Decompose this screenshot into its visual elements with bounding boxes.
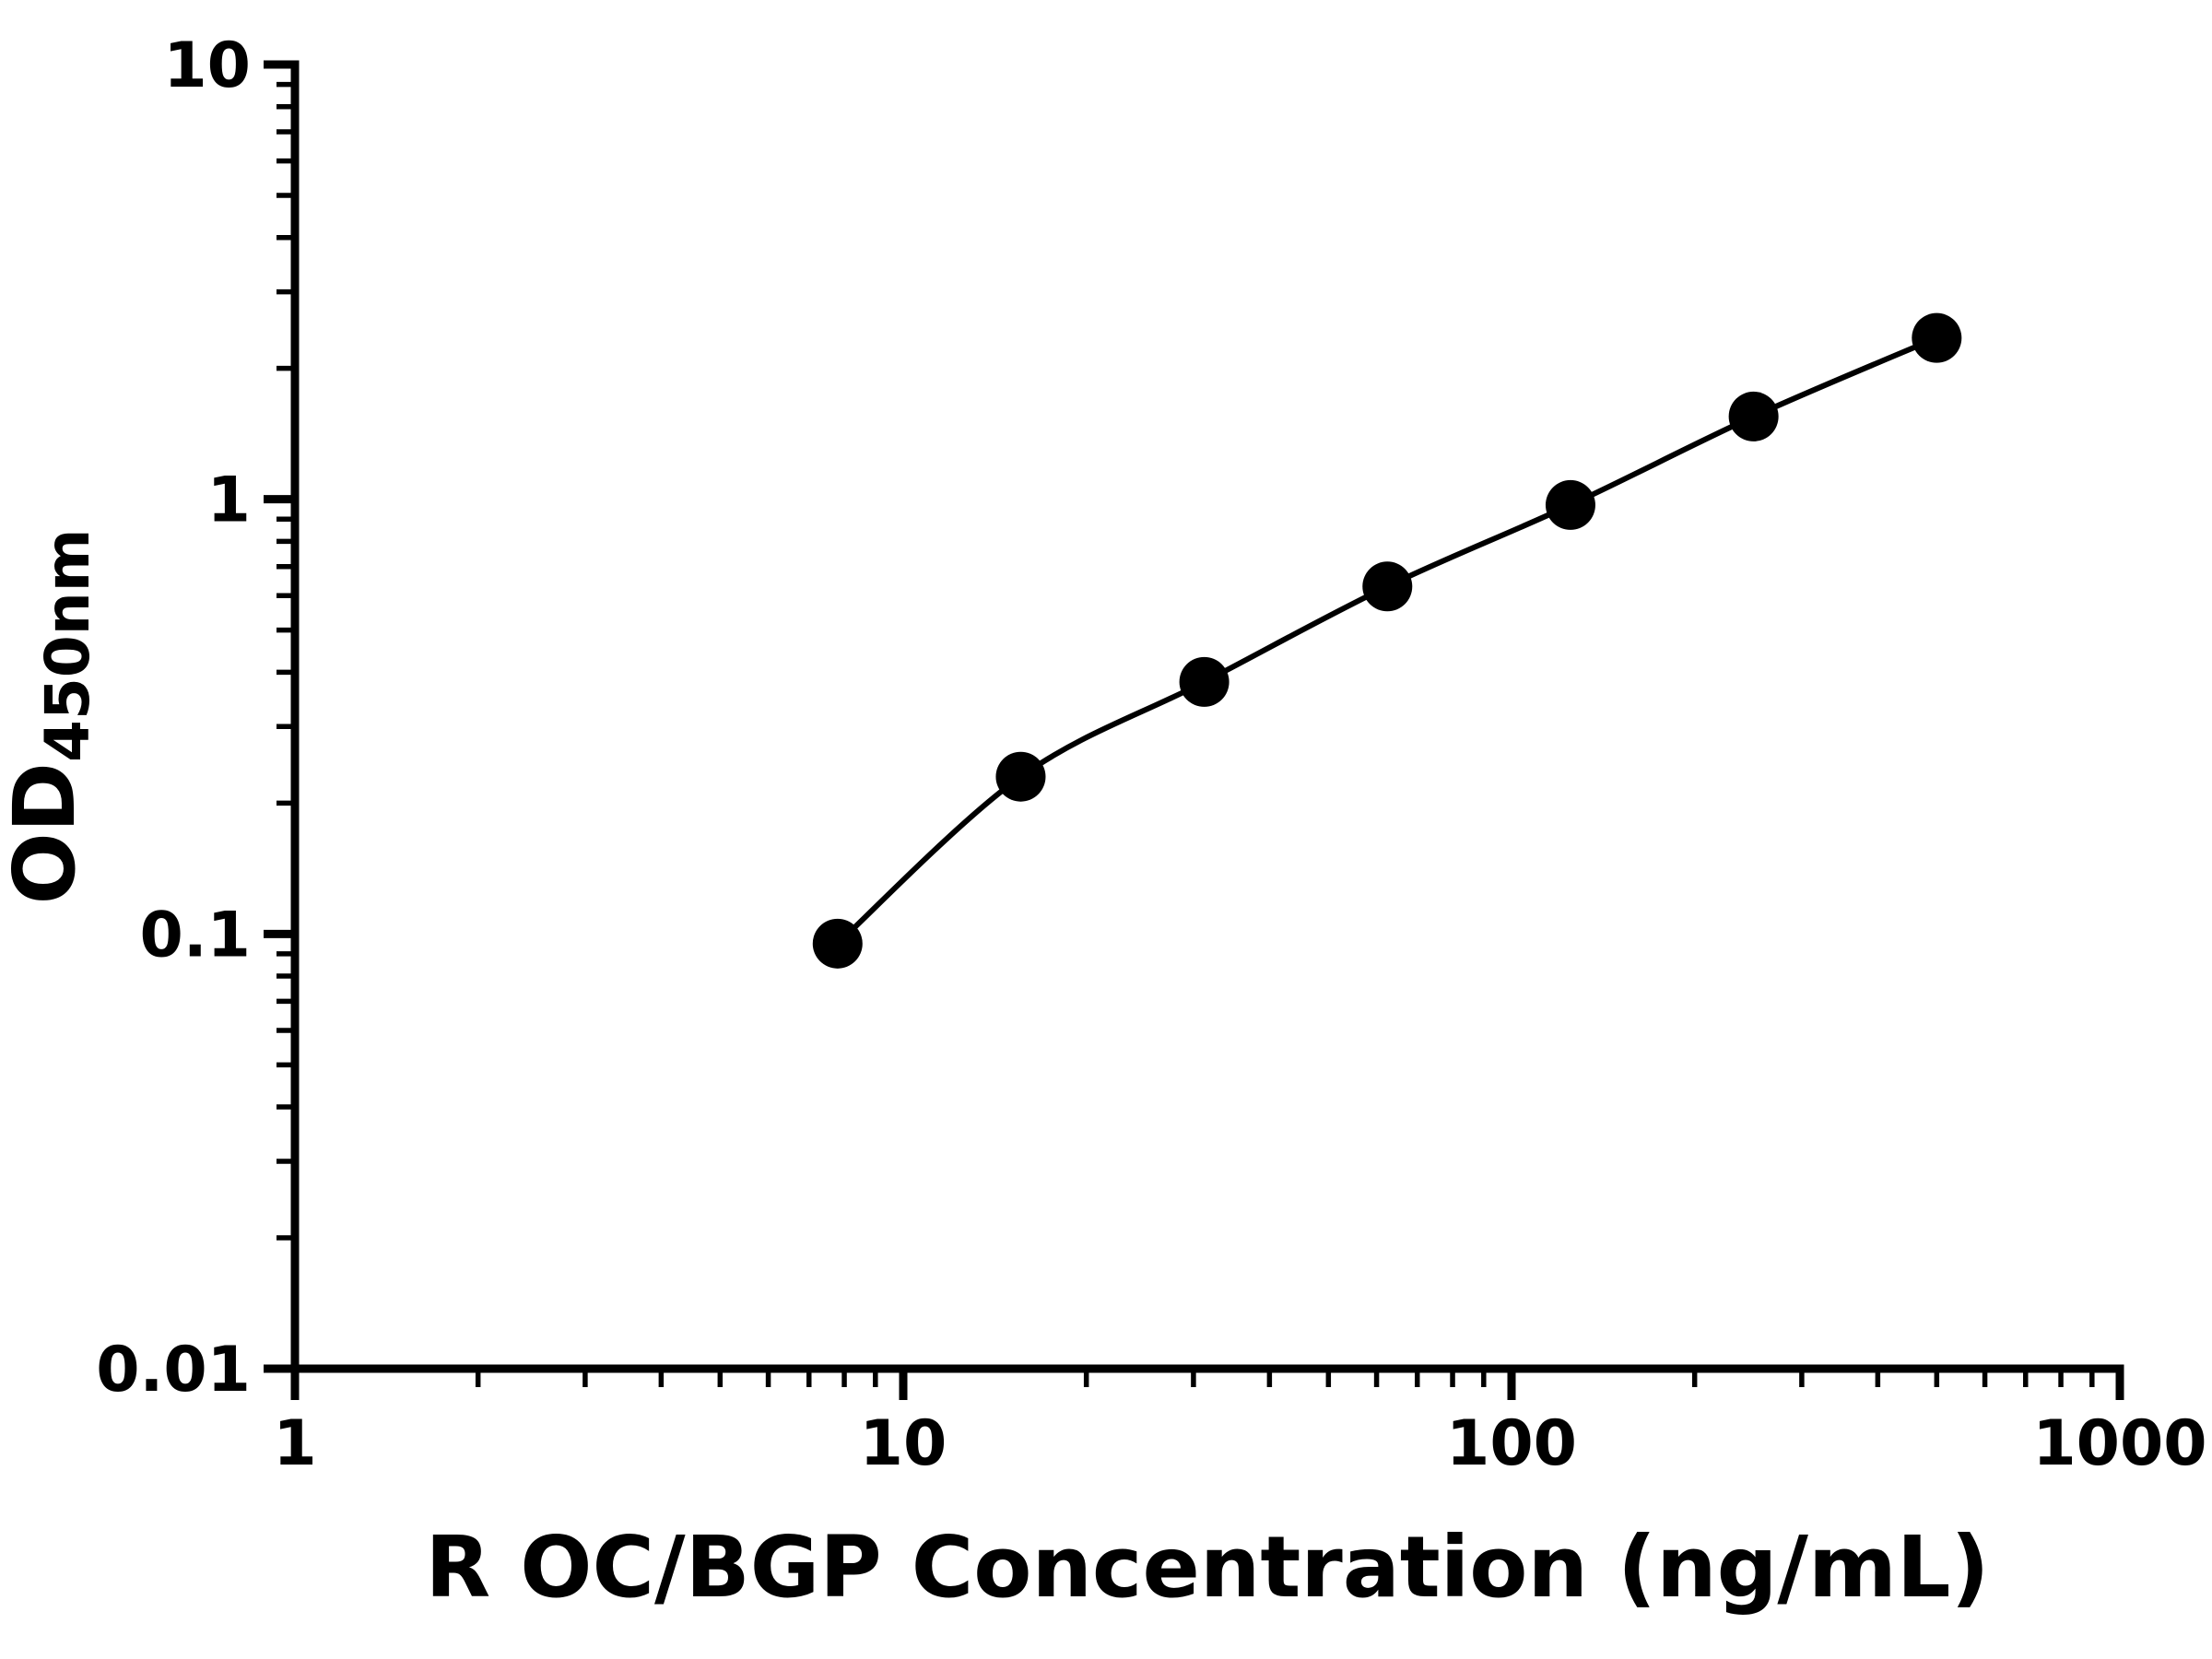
y-tick-label: 10 xyxy=(163,29,251,102)
data-point xyxy=(812,918,863,969)
data-point xyxy=(1545,479,1595,530)
x-tick-label: 100 xyxy=(1446,1407,1577,1480)
x-axis-title: R OC/BGP Concentration (ng/mL) xyxy=(425,1518,1989,1617)
x-tick-label: 1000 xyxy=(2032,1407,2206,1480)
y-tick-label: 0.1 xyxy=(140,899,251,971)
y-axis-title-main: OD xyxy=(0,762,94,905)
data-point xyxy=(995,751,1046,802)
data-point xyxy=(1179,656,1230,707)
x-tick-label: 1 xyxy=(273,1407,316,1480)
y-axis-title-subscript: 450nm xyxy=(32,528,103,762)
data-point xyxy=(1362,561,1413,612)
data-point xyxy=(1728,391,1779,441)
y-tick-label: 0.01 xyxy=(96,1334,251,1406)
data-point xyxy=(1912,312,1962,363)
y-tick-label: 1 xyxy=(207,465,251,537)
x-tick-label: 10 xyxy=(860,1407,947,1480)
y-axis-title: OD450nm xyxy=(0,528,103,904)
